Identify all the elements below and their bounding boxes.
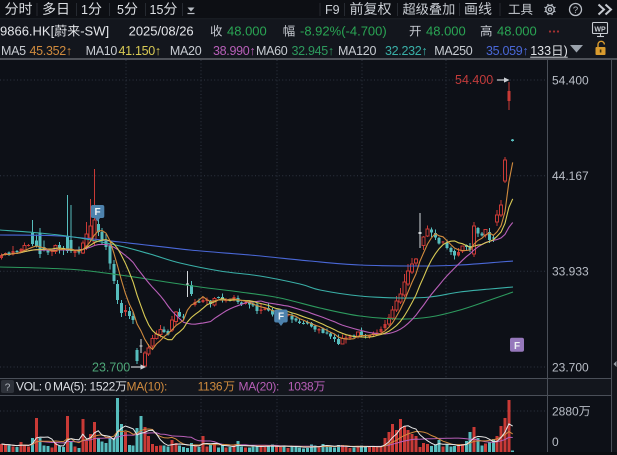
svg-text:5: 5 bbox=[117, 3, 124, 17]
svg-text:MA10: MA10 bbox=[86, 44, 118, 58]
svg-text:-8.92%(-4.700): -8.92%(-4.700) bbox=[300, 24, 387, 39]
svg-text:133: 133 bbox=[530, 44, 551, 58]
svg-text:?: ? bbox=[573, 5, 578, 16]
svg-text:44.167: 44.167 bbox=[552, 169, 589, 183]
svg-text:48.000: 48.000 bbox=[497, 24, 537, 39]
svg-text:38.990↑: 38.990↑ bbox=[213, 44, 255, 58]
svg-text:F: F bbox=[94, 207, 100, 218]
svg-text:41.150↑: 41.150↑ bbox=[119, 44, 161, 58]
svg-text:MA250: MA250 bbox=[434, 44, 472, 58]
svg-text:MA(5):: MA(5): bbox=[53, 380, 87, 394]
svg-text:48.000: 48.000 bbox=[426, 24, 466, 39]
svg-text:33.933: 33.933 bbox=[552, 265, 589, 279]
svg-text:1136: 1136 bbox=[198, 380, 223, 394]
svg-text:MA(10):: MA(10): bbox=[127, 380, 168, 394]
svg-text:): ) bbox=[564, 44, 568, 58]
svg-text:1038: 1038 bbox=[288, 380, 314, 394]
svg-text:23.700: 23.700 bbox=[92, 361, 130, 375]
svg-text:48.000: 48.000 bbox=[227, 24, 267, 39]
svg-text:F: F bbox=[514, 341, 520, 352]
svg-text:32.945↑: 32.945↑ bbox=[292, 44, 334, 58]
svg-text:-SW]: -SW] bbox=[80, 24, 109, 39]
svg-text:54.400: 54.400 bbox=[455, 73, 493, 87]
svg-text:2025/08/26: 2025/08/26 bbox=[129, 24, 194, 39]
svg-text:VOL: 0: VOL: 0 bbox=[16, 380, 52, 394]
svg-text:32.232↑: 32.232↑ bbox=[385, 44, 427, 58]
svg-text:F9: F9 bbox=[325, 3, 340, 17]
svg-text:9866.HK[: 9866.HK[ bbox=[0, 24, 55, 39]
svg-text:MA60: MA60 bbox=[256, 44, 288, 58]
svg-text:35.059↑: 35.059↑ bbox=[486, 44, 528, 58]
svg-text:45.352↑: 45.352↑ bbox=[30, 44, 72, 58]
svg-text:MA5: MA5 bbox=[1, 44, 26, 58]
svg-text:MA20: MA20 bbox=[170, 44, 202, 58]
svg-text:?: ? bbox=[5, 382, 11, 393]
svg-text:15: 15 bbox=[150, 3, 164, 17]
svg-text:54.400: 54.400 bbox=[552, 73, 589, 87]
svg-text:1: 1 bbox=[81, 3, 88, 17]
svg-text:MA(20):: MA(20): bbox=[239, 380, 280, 394]
svg-text:23.700: 23.700 bbox=[552, 360, 589, 374]
svg-text:WP: WP bbox=[594, 27, 606, 34]
svg-text:0: 0 bbox=[552, 435, 559, 449]
svg-text:1522: 1522 bbox=[90, 380, 116, 394]
svg-text:MA120: MA120 bbox=[338, 44, 376, 58]
svg-text:F: F bbox=[278, 312, 284, 323]
svg-text:2880: 2880 bbox=[552, 404, 579, 418]
